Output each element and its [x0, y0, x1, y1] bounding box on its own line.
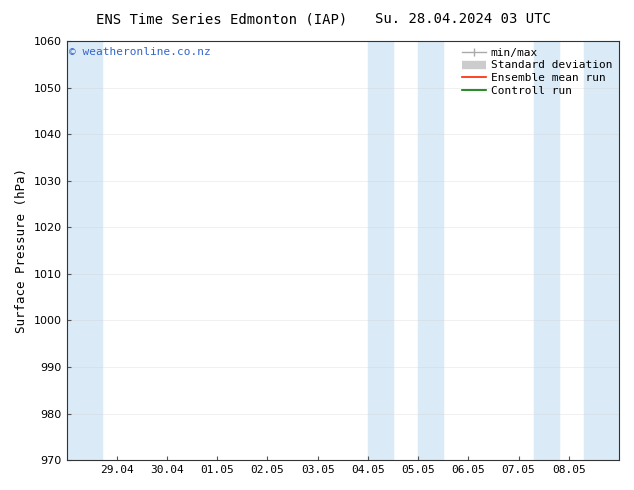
Text: Su. 28.04.2024 03 UTC: Su. 28.04.2024 03 UTC [375, 12, 551, 26]
Text: © weatheronline.co.nz: © weatheronline.co.nz [69, 48, 211, 57]
Bar [534, 41, 559, 460]
Y-axis label: Surface Pressure (hPa): Surface Pressure (hPa) [15, 168, 28, 333]
Bar [418, 41, 443, 460]
Legend: min/max, Standard deviation, Ensemble mean run, Controll run: min/max, Standard deviation, Ensemble me… [458, 43, 617, 100]
Bar [67, 41, 101, 460]
Bar [584, 41, 619, 460]
Bar [368, 41, 393, 460]
Text: ENS Time Series Edmonton (IAP): ENS Time Series Edmonton (IAP) [96, 12, 347, 26]
